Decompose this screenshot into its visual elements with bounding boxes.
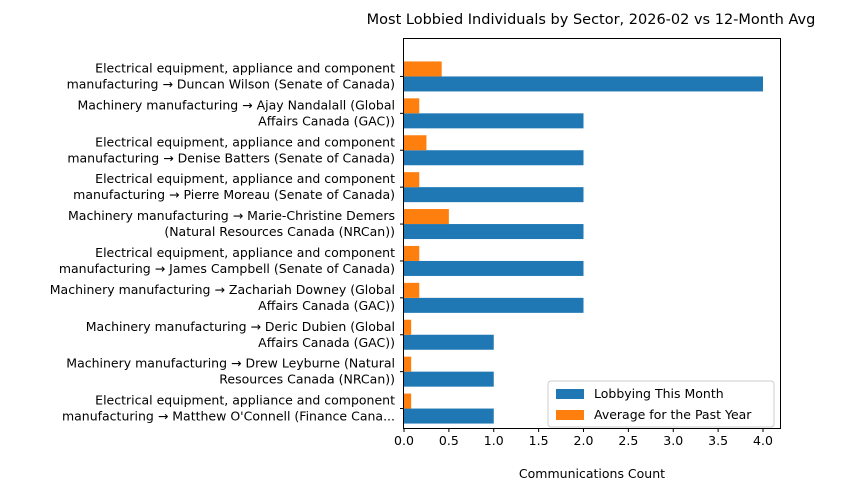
- x-tick-label-6: 3.0: [663, 433, 683, 448]
- y-tick-label-1: Machinery manufacturing → Ajay Nandalall…: [77, 97, 395, 128]
- y-tick-label-5: Electrical equipment, appliance and comp…: [59, 245, 395, 276]
- bar-series-0-row-3: [404, 187, 584, 203]
- bar-series-0-row-4: [404, 224, 584, 240]
- x-tick-label-5: 2.5: [618, 433, 638, 448]
- plot-frame: [403, 38, 781, 429]
- x-axis-label: Communications Count: [519, 466, 665, 481]
- x-tick-label-1: 0.5: [439, 433, 459, 448]
- legend-swatch-series-1: [556, 410, 584, 420]
- legend: Lobbying This Month Average for the Past…: [547, 380, 775, 428]
- bar-series-0-row-8: [404, 371, 494, 387]
- bar-series-1-row-1: [404, 98, 420, 114]
- x-tick-label-4: 2.0: [574, 433, 594, 448]
- bar-series-1-row-7: [404, 319, 412, 335]
- y-tick-label-8: Machinery manufacturing → Drew Leyburne …: [66, 356, 395, 387]
- x-tick-label-0: 0.0: [394, 433, 414, 448]
- y-tick-label-6: Machinery manufacturing → Zachariah Down…: [50, 282, 395, 313]
- bar-series-1-row-9: [404, 393, 412, 409]
- bar-series-1-row-4: [404, 209, 449, 225]
- x-tick-label-2: 1.0: [484, 433, 504, 448]
- bar-series-1-row-8: [404, 356, 412, 372]
- bar-series-1-row-6: [404, 282, 420, 298]
- legend-swatch-series-0: [556, 389, 584, 399]
- legend-label-series-0: Lobbying This Month: [594, 386, 724, 401]
- ticks-layer: Electrical equipment, appliance and comp…: [50, 60, 773, 448]
- y-tick-label-9: Electrical equipment, appliance and comp…: [62, 393, 395, 424]
- legend-label-series-1: Average for the Past Year: [594, 407, 752, 422]
- bar-series-0-row-2: [404, 150, 584, 166]
- bar-series-0-row-7: [404, 334, 494, 350]
- bar-series-0-row-1: [404, 113, 584, 129]
- y-tick-label-2: Electrical equipment, appliance and comp…: [67, 134, 395, 165]
- bars-layer: [404, 61, 763, 424]
- bar-series-0-row-9: [404, 408, 494, 424]
- bar-series-1-row-5: [404, 245, 420, 261]
- y-tick-label-3: Electrical equipment, appliance and comp…: [73, 171, 395, 202]
- chart-title: Most Lobbied Individuals by Sector, 2026…: [367, 12, 816, 28]
- x-tick-label-8: 4.0: [753, 433, 773, 448]
- bar-series-1-row-3: [404, 172, 420, 188]
- bar-series-0-row-6: [404, 297, 584, 313]
- y-tick-label-7: Machinery manufacturing → Deric Dubien (…: [86, 319, 395, 350]
- legend-box: [547, 380, 775, 428]
- bar-series-1-row-0: [404, 61, 442, 77]
- x-tick-label-7: 3.5: [708, 433, 728, 448]
- bar-series-0-row-5: [404, 260, 584, 276]
- bar-series-0-row-0: [404, 76, 763, 92]
- x-tick-label-3: 1.5: [529, 433, 549, 448]
- bar-series-1-row-2: [404, 135, 427, 151]
- y-tick-label-4: Machinery manufacturing → Marie-Christin…: [68, 208, 395, 239]
- y-tick-label-0: Electrical equipment, appliance and comp…: [67, 60, 396, 91]
